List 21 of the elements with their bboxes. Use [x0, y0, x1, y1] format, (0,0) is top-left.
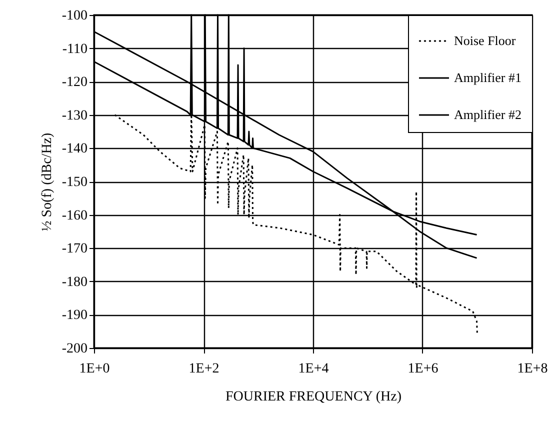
legend-label: Amplifier #1 — [454, 70, 522, 85]
y-tick-label: -140 — [62, 142, 88, 157]
y-axis-title: ½ So(f) (dBc/Hz) — [40, 132, 55, 232]
x-tick-label: 1E+0 — [79, 362, 110, 376]
y-tick-label: -130 — [62, 108, 88, 124]
y-tick-label: -170 — [62, 242, 88, 257]
legend-label: Noise Floor — [454, 33, 516, 48]
x-tick-label: 1E+6 — [408, 362, 438, 376]
y-tick-label: -190 — [62, 308, 88, 324]
y-tick-label: -160 — [62, 208, 88, 224]
legend-label: Amplifier #2 — [454, 107, 522, 122]
y-tick-label: -200 — [62, 342, 88, 356]
y-tick-label: -100 — [62, 8, 88, 24]
x-tick-label: 1E+2 — [188, 362, 220, 376]
x-tick-label: 1E+8 — [517, 362, 548, 376]
y-tick-label: -180 — [62, 274, 88, 290]
y-tick-label: -120 — [62, 75, 88, 90]
y-tick-label: -110 — [62, 42, 88, 57]
x-tick-label: 1E+4 — [298, 362, 329, 376]
x-axis-title: FOURIER FREQUENCY (Hz) — [225, 390, 402, 404]
y-tick-label: -150 — [62, 175, 88, 190]
